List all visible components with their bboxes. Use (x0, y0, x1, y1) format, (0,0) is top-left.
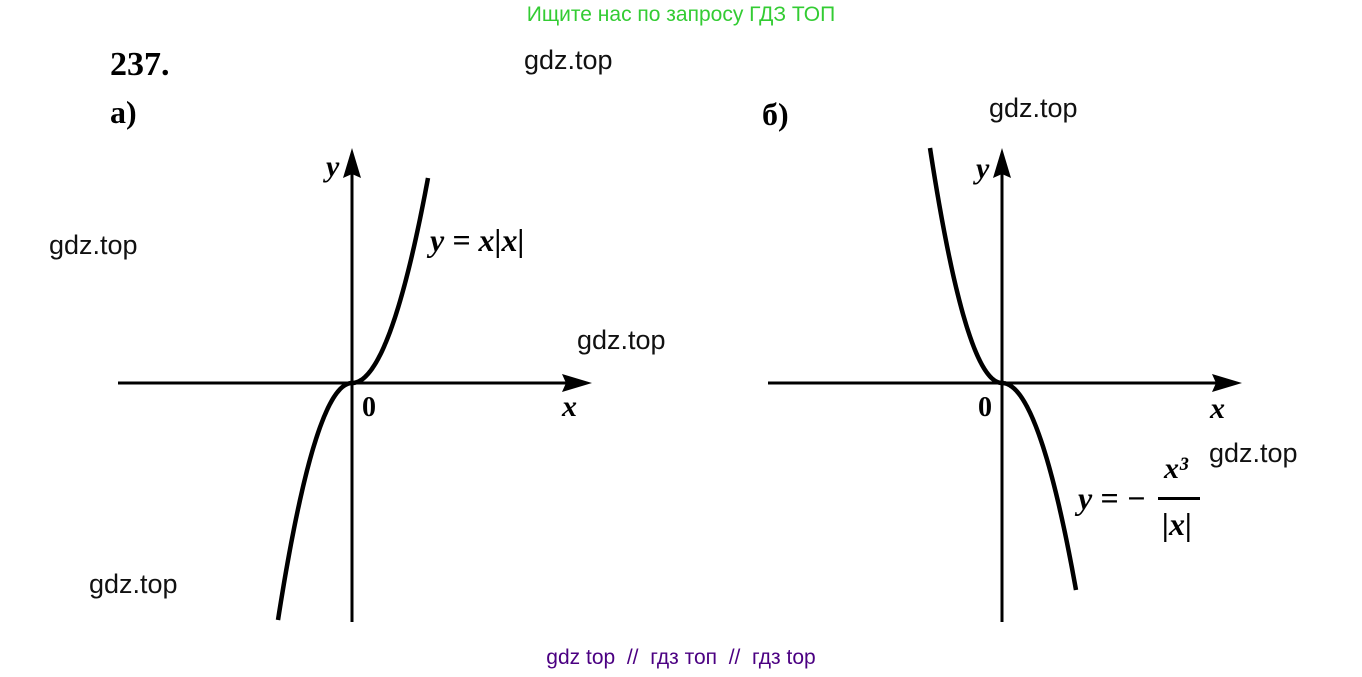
watermark: gdz.top (989, 93, 1078, 123)
graph-b-formula-lhs: y = − (1078, 480, 1146, 516)
watermark: gdz.top (577, 325, 666, 355)
graph-b-formula-denominator: |x| (1162, 506, 1193, 542)
y-axis-arrow (343, 148, 361, 178)
y-axis-arrow (993, 148, 1011, 178)
graph-a-y-label: y (326, 150, 340, 183)
graph-b-label: б) (762, 96, 789, 132)
watermark: gdz.top (89, 569, 178, 599)
graph-b-y-label: y (976, 152, 990, 185)
curve-y-neg-x3-over-abs-x (927, 147, 1079, 591)
graph-a (118, 148, 592, 622)
watermark: gdz.top (49, 230, 138, 260)
x-axis-arrow (562, 374, 592, 392)
graph-a-x-label: x (562, 390, 577, 423)
footer-banner[interactable]: gdz top // гдз топ // гдз top (546, 646, 816, 669)
graph-b-formula-numerator: x³ (1164, 452, 1188, 485)
x-axis-arrow (1212, 374, 1242, 392)
header-banner[interactable]: Ищите нас по запросу ГДЗ ТОП (526, 3, 836, 26)
watermark: gdz.top (1209, 438, 1298, 468)
graph-b-origin: 0 (978, 392, 992, 423)
graph-a-origin: 0 (362, 392, 376, 423)
graph-b-x-label: x (1210, 392, 1225, 425)
curve-y-x-abs-x (275, 177, 431, 621)
graph-b (768, 147, 1242, 622)
watermark: gdz.top (524, 45, 613, 75)
problem-number: 237. (110, 46, 170, 83)
graph-a-formula: y = x|x| (430, 222, 525, 258)
graph-a-label: а) (110, 94, 137, 130)
fraction-bar (1158, 497, 1200, 500)
